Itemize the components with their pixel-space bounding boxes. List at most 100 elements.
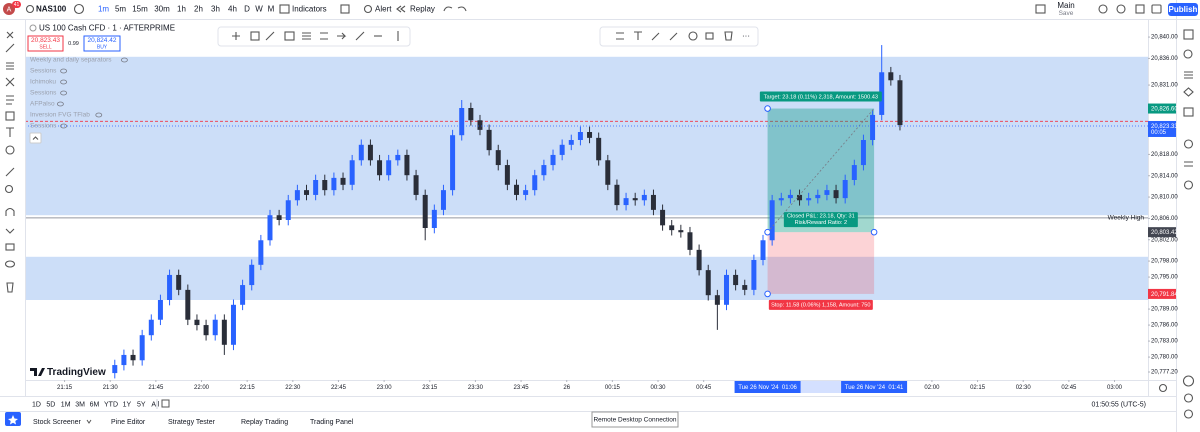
icons-tool[interactable]	[5, 145, 15, 155]
buy-button[interactable]	[83, 35, 121, 52]
bottom-tab[interactable]: Stock Screener	[33, 419, 82, 426]
magnet-tool[interactable]	[5, 207, 15, 217]
pattern-tool[interactable]	[5, 77, 15, 87]
trash-tool[interactable]	[6, 282, 14, 293]
position-handle[interactable]	[764, 105, 771, 112]
watchlist-icon[interactable]	[1183, 29, 1194, 40]
range-button[interactable]: 5Y	[137, 401, 146, 408]
layers-icon[interactable]	[1183, 87, 1194, 97]
color-btn[interactable]	[651, 32, 660, 41]
eye-icon[interactable]	[121, 57, 128, 63]
range-button[interactable]: 6M	[90, 401, 100, 408]
bottom-tab[interactable]: Pine Editor	[111, 419, 146, 426]
interval-button[interactable]: 15m	[132, 5, 148, 14]
snapshot-icon[interactable]	[1151, 4, 1162, 14]
avatar-icon[interactable]	[1182, 375, 1195, 387]
projection-tool[interactable]	[6, 95, 14, 105]
range-button[interactable]: 5D	[46, 401, 55, 408]
alert-button[interactable]: Alert	[375, 5, 392, 14]
stay-drawing-tool[interactable]	[5, 228, 15, 234]
crosshair-btn[interactable]	[232, 32, 240, 40]
interval-button[interactable]: D	[244, 5, 250, 14]
tpl-btn[interactable]	[616, 32, 624, 40]
interval-button[interactable]: 5m	[115, 5, 126, 14]
indicator-name: Sessions	[30, 90, 57, 97]
interval-button[interactable]: 2h	[194, 5, 203, 14]
lines-btn[interactable]	[302, 32, 311, 40]
range-button[interactable]: All	[151, 401, 159, 408]
symbol[interactable]: NAS100	[36, 5, 67, 14]
line-color-btn[interactable]	[669, 32, 678, 41]
range-button[interactable]: 1Y	[123, 401, 132, 408]
range-button[interactable]: 3M	[75, 401, 85, 408]
text-btn[interactable]	[634, 31, 642, 40]
interval-button[interactable]: M	[268, 5, 275, 14]
zoom-tool[interactable]	[4, 184, 14, 194]
interval-button[interactable]: 30m	[154, 5, 170, 14]
help-bottom-icon[interactable]	[1183, 409, 1194, 419]
alerts-icon[interactable]	[1183, 49, 1193, 59]
interval-button[interactable]: 3h	[211, 5, 220, 14]
quick-search-icon[interactable]	[1098, 4, 1108, 14]
ruler-tool[interactable]	[5, 167, 15, 177]
notifications-icon[interactable]	[1183, 393, 1194, 403]
bottom-tab[interactable]: Replay Trading	[241, 419, 288, 426]
interval-button[interactable]: 1m	[98, 5, 109, 14]
brush-btn[interactable]	[265, 31, 275, 41]
bottom-tab[interactable]: Trading Panel	[310, 419, 354, 426]
layout-icon[interactable]	[340, 4, 350, 14]
indicators-button[interactable]: Indicators	[292, 5, 327, 14]
axis-settings[interactable]	[1158, 383, 1168, 393]
sell-button[interactable]	[27, 35, 64, 52]
delete-btn[interactable]	[724, 31, 733, 41]
ideas-icon[interactable]	[1184, 161, 1193, 167]
lock-btn[interactable]	[705, 32, 714, 40]
settings-icon[interactable]	[1116, 4, 1126, 14]
datawindow-icon[interactable]	[1184, 71, 1193, 79]
redo-icon[interactable]	[457, 6, 467, 12]
cursor-tool[interactable]	[6, 31, 14, 39]
interval-button[interactable]: W	[255, 5, 263, 14]
date-range-icon[interactable]	[161, 399, 170, 408]
eye-icon[interactable]	[60, 90, 67, 96]
shapes-tool[interactable]	[5, 111, 15, 121]
interval-button[interactable]: 1h	[177, 5, 186, 14]
eye-icon[interactable]	[95, 112, 103, 118]
undo-icon[interactable]	[443, 6, 453, 12]
position-handle[interactable]	[764, 228, 771, 236]
publish-button[interactable]	[1168, 3, 1198, 16]
compare-icon[interactable]	[73, 3, 85, 15]
eye-icon[interactable]	[57, 101, 64, 107]
trend-btn[interactable]	[355, 31, 365, 41]
layout-name[interactable]: Main	[1057, 1, 1074, 10]
fullscreen-icon[interactable]	[1135, 4, 1145, 14]
calendar-icon[interactable]	[1183, 107, 1194, 117]
more-btn[interactable]: ···	[742, 32, 750, 41]
range-button[interactable]: 1M	[61, 401, 71, 408]
channel-btn[interactable]	[320, 32, 328, 40]
lock-tool[interactable]	[5, 243, 15, 251]
arrow-btn[interactable]	[337, 32, 347, 40]
range-button[interactable]: YTD	[104, 401, 118, 408]
eye-icon[interactable]	[60, 123, 67, 129]
bottom-tab[interactable]: Strategy Tester	[168, 419, 216, 426]
settings-btn[interactable]	[688, 31, 698, 41]
trendline-tool[interactable]	[5, 43, 15, 53]
interval-button[interactable]: 4h	[228, 5, 237, 14]
avatar[interactable]	[3, 3, 15, 15]
hide-tool[interactable]	[4, 260, 16, 268]
position-handle[interactable]	[870, 228, 878, 236]
help-icon[interactable]	[1183, 180, 1194, 190]
range-button[interactable]: 1D	[32, 401, 41, 408]
layout-menu-icon[interactable]	[1035, 4, 1046, 14]
chat-icon[interactable]	[1183, 139, 1194, 149]
eye-icon[interactable]	[60, 79, 67, 85]
fib-tool[interactable]	[6, 62, 14, 70]
text-tool[interactable]	[6, 127, 14, 137]
collapse-button[interactable]	[29, 132, 42, 144]
grid-btn[interactable]	[284, 31, 295, 41]
rect-btn[interactable]	[250, 31, 260, 41]
replay-button[interactable]: Replay	[410, 5, 435, 14]
position-handle[interactable]	[764, 290, 771, 298]
eye-icon[interactable]	[60, 68, 67, 74]
